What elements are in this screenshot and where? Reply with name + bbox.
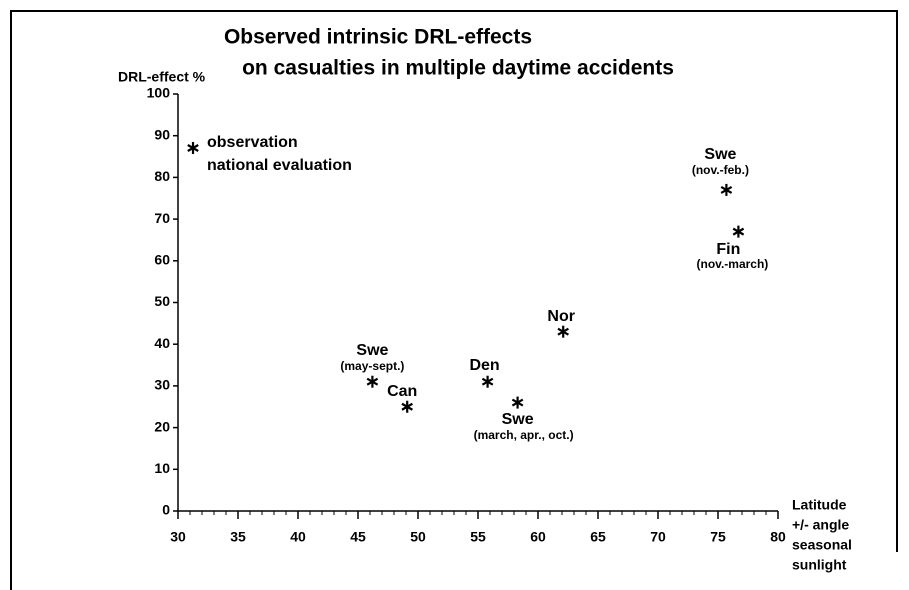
x-tick-label: 50 bbox=[410, 529, 426, 545]
x-tick-label: 55 bbox=[470, 529, 486, 545]
point bbox=[720, 183, 733, 196]
point-stroke bbox=[401, 402, 413, 411]
y-tick-label: 10 bbox=[154, 460, 170, 476]
point-stroke bbox=[511, 398, 524, 407]
y-tick-label: 60 bbox=[154, 252, 170, 268]
y-tick-label: 0 bbox=[162, 502, 170, 518]
point-label: Fin bbox=[716, 241, 740, 258]
point bbox=[366, 375, 379, 388]
y-tick-label: 80 bbox=[154, 168, 170, 184]
point bbox=[481, 375, 494, 388]
x-tick-label: 60 bbox=[530, 529, 546, 545]
point bbox=[401, 400, 413, 413]
x-axis-label: sunlight bbox=[792, 557, 847, 573]
x-tick-label: 80 bbox=[770, 529, 786, 545]
x-tick-label: 70 bbox=[650, 529, 666, 545]
y-tick-label: 100 bbox=[147, 85, 171, 101]
x-tick-label: 65 bbox=[590, 529, 606, 545]
point-sublabel: (march, apr., oct.) bbox=[474, 428, 574, 442]
point bbox=[557, 325, 569, 338]
point-sublabel: (nov.-feb.) bbox=[692, 163, 749, 177]
legend-label: national evaluation bbox=[207, 157, 352, 174]
x-axis-label: seasonal bbox=[792, 537, 852, 553]
chart-title: Observed intrinsic DRL-effects bbox=[224, 26, 532, 49]
point-sublabel: (may-sept.) bbox=[340, 359, 404, 373]
y-tick-label: 50 bbox=[154, 293, 170, 309]
point-stroke bbox=[732, 227, 745, 236]
x-axis-label: +/- angle bbox=[792, 517, 849, 533]
y-tick-label: 40 bbox=[154, 335, 170, 351]
y-tick-label: 30 bbox=[154, 377, 170, 393]
point bbox=[732, 225, 745, 238]
legend-marker bbox=[187, 142, 199, 154]
point-sublabel: (nov.-march) bbox=[697, 257, 769, 271]
x-tick-label: 35 bbox=[230, 529, 246, 545]
x-axis-label: Latitude bbox=[792, 497, 847, 513]
point-stroke bbox=[720, 185, 733, 194]
point-stroke bbox=[366, 377, 379, 386]
point-label: Can bbox=[387, 383, 417, 400]
point-label: Swe bbox=[502, 411, 534, 428]
point bbox=[511, 396, 524, 409]
x-tick-label: 30 bbox=[170, 529, 186, 545]
y-tick-label: 20 bbox=[154, 418, 170, 434]
point-stroke bbox=[481, 377, 494, 386]
x-tick-label: 45 bbox=[350, 529, 366, 545]
point-stroke bbox=[187, 144, 199, 152]
point-label: Den bbox=[469, 357, 499, 374]
point-label: Swe bbox=[704, 146, 736, 163]
point-label: Nor bbox=[547, 308, 575, 325]
legend-label: observation bbox=[207, 134, 298, 151]
chart-title: on casualties in multiple daytime accide… bbox=[242, 57, 674, 80]
y-tick-label: 90 bbox=[154, 126, 170, 142]
point-label: Swe bbox=[356, 342, 388, 359]
point-stroke bbox=[557, 327, 569, 336]
y-tick-label: 70 bbox=[154, 210, 170, 226]
y-axis-label: DRL-effect % bbox=[118, 69, 206, 85]
x-tick-label: 40 bbox=[290, 529, 306, 545]
x-tick-label: 75 bbox=[710, 529, 726, 545]
